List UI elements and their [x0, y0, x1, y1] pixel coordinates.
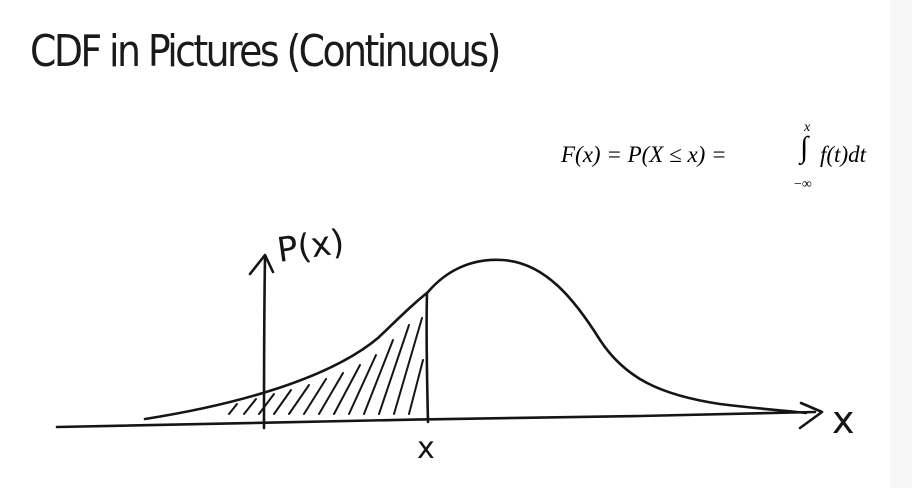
y-axis-arrowhead [248, 253, 275, 276]
x-axis-label: x [832, 398, 855, 442]
y-axis-label: P(x) [275, 222, 347, 271]
x-marker-label: x [417, 431, 435, 466]
x-axis [55, 410, 817, 429]
y-axis [262, 256, 267, 430]
density-curve [143, 258, 808, 421]
slide-title: CDF in Pictures (Continuous) [30, 26, 501, 77]
slide-edge [890, 0, 912, 488]
x-marker-line [425, 292, 430, 424]
x-axis-arrowhead [798, 401, 824, 430]
shaded-cdf-region [228, 317, 424, 415]
